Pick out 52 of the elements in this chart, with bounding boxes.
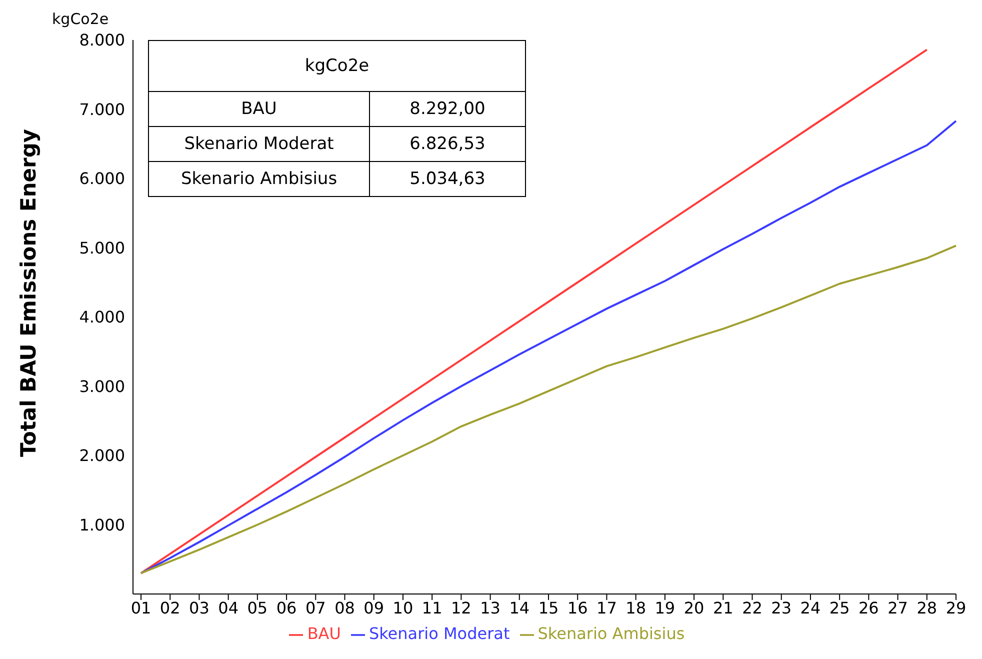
x-tick-label: 29 <box>946 598 966 618</box>
x-tick-label: 06 <box>276 598 297 618</box>
y-tick-label: 3.000 <box>79 376 125 396</box>
y-tick-label: 7.000 <box>79 100 125 119</box>
x-tick-label: 15 <box>538 598 559 618</box>
x-tick-label: 18 <box>626 598 646 618</box>
y-tick-label: 8.000 <box>79 30 125 50</box>
annotation: 8.292,00 <box>370 92 526 126</box>
annotation: 6.826,53 <box>370 126 526 162</box>
x-tick-label: 12 <box>451 598 472 618</box>
text: kgCo2e <box>52 10 109 28</box>
y-axis-title: Total BAU Emissions Energy <box>16 128 40 457</box>
x-tick-label: 03 <box>189 598 210 618</box>
x-tick-label: 21 <box>712 598 734 618</box>
x-tick-label: 01 <box>130 598 152 618</box>
annotation: kgCo2e <box>148 40 526 92</box>
x-tick-label: 10 <box>392 598 414 618</box>
x-tick-label: 16 <box>567 598 588 618</box>
x-tick-label: 20 <box>684 598 704 618</box>
x-tick-label: 09 <box>364 598 384 618</box>
y-tick-label: 4.000 <box>79 308 125 327</box>
legend-label: Skenario Moderat <box>368 624 510 643</box>
x-tick-label: 02 <box>160 598 180 618</box>
y-tick-label: 5.000 <box>79 238 125 258</box>
x-tick-label: 25 <box>829 598 850 618</box>
x-tick-label: 04 <box>218 598 238 618</box>
x-tick-label: 26 <box>858 598 879 618</box>
legend-label: Skenario Ambisius <box>538 624 685 643</box>
x-tick-label: 24 <box>800 598 821 618</box>
x-tick-label: 27 <box>888 598 908 618</box>
x-tick-label: 07 <box>305 598 326 618</box>
annotation: BAU <box>148 92 370 126</box>
x-tick-label: 14 <box>509 598 530 618</box>
x-tick-label: 17 <box>596 598 617 618</box>
annotation: Skenario Ambisius <box>148 162 370 196</box>
x-tick-label: 11 <box>422 598 442 618</box>
line-series <box>140 48 928 574</box>
line-series <box>140 120 957 574</box>
x-tick-label: 23 <box>771 598 792 618</box>
x-tick-label: 08 <box>334 598 355 618</box>
annotation: 5.034,63 <box>370 162 526 196</box>
legend-label: BAU <box>307 624 341 643</box>
x-tick-label: 19 <box>654 598 676 618</box>
x-tick-label: 13 <box>480 598 500 618</box>
annotation: Skenario Moderat <box>148 126 370 162</box>
line-series <box>140 244 957 574</box>
y-tick-label: 2.000 <box>79 446 125 466</box>
x-tick-label: 05 <box>247 598 268 618</box>
y-tick-label: 1.000 <box>79 515 125 534</box>
x-tick-label: 22 <box>742 598 762 618</box>
y-tick-label: 6.000 <box>79 169 125 188</box>
x-tick-label: 28 <box>916 598 938 618</box>
